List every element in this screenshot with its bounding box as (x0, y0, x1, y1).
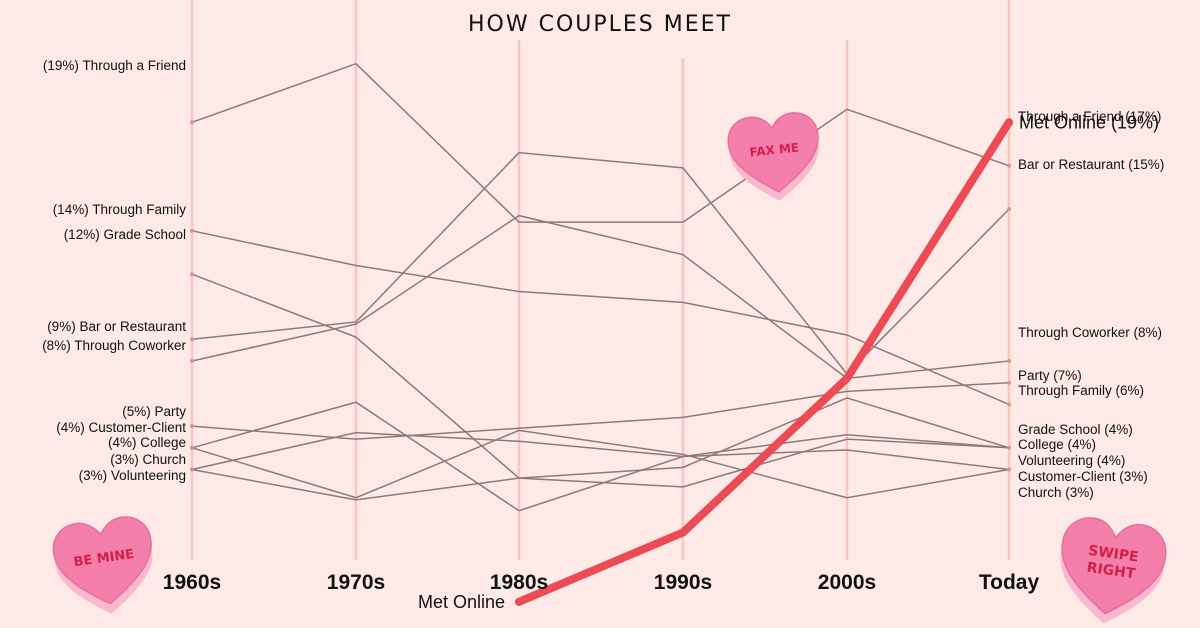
point-met-online-1 (679, 528, 687, 537)
met-online-series (515, 118, 1013, 606)
series-line-grade-school (191, 273, 1010, 488)
heart-text: SWIPERIGHT (1085, 543, 1140, 583)
series-line-through-a-friend (191, 62, 1010, 223)
start-label-volunteering: (3%) Volunteering (79, 468, 186, 483)
be-mine-heart-icon: BE MINE (52, 516, 153, 614)
point-met-online-2 (843, 374, 851, 383)
point-church-5 (1007, 467, 1011, 472)
point-volunteering-0 (190, 467, 194, 472)
x-tick-1990s: 1990s (654, 571, 712, 594)
start-label-customer-client: (4%) Customer-Client (56, 420, 186, 435)
series-line-party (191, 381, 1010, 440)
point-through-a-friend-0 (190, 120, 194, 125)
point-volunteering-5 (1007, 445, 1011, 450)
start-label-college: (4%) College (108, 435, 186, 450)
series-lines (190, 62, 1011, 512)
end-label-customer-client: Customer-Client (3%) (1018, 469, 1148, 484)
end-label-volunteering: Volunteering (4%) (1018, 453, 1125, 468)
point-college-0 (190, 445, 194, 450)
x-tick-2000s: 2000s (818, 571, 876, 594)
series-line-through-coworker (191, 214, 1010, 380)
start-label-grade-school: (12%) Grade School (64, 227, 186, 242)
series-line-customer-client (191, 429, 1010, 499)
x-tick-today: Today (979, 571, 1040, 594)
start-label-party: (5%) Party (122, 404, 186, 419)
series-line-bar-or-restaurant (191, 151, 1010, 376)
point-through-coworker-5 (1007, 359, 1011, 363)
point-party-0 (190, 424, 194, 429)
gridlines (190, 0, 1011, 560)
x-tick-1980s: 1980s (490, 571, 548, 594)
swipe-right-heart-icon: SWIPERIGHT (1060, 517, 1167, 624)
series-line-college (191, 401, 1010, 512)
point-met-online-0 (515, 597, 523, 606)
heart-text: FAX ME (749, 140, 800, 159)
end-label-met-online: Met Online (19%) (1019, 112, 1159, 132)
series-line-church (191, 431, 1010, 471)
end-label-through-family: Through Family (6%) (1018, 383, 1144, 398)
start-label-through-coworker: (8%) Through Coworker (42, 338, 186, 353)
point-bar-or-restaurant-0 (190, 337, 194, 342)
point-through-coworker-0 (190, 359, 194, 363)
x-tick-1960s: 1960s (163, 571, 221, 594)
x-tick-1970s: 1970s (327, 571, 385, 594)
chart-title: HOW COUPLES MEET (468, 12, 732, 37)
series-line-volunteering (191, 397, 1010, 501)
point-party-5 (1007, 380, 1011, 385)
end-label-church: Church (3%) (1018, 485, 1094, 500)
end-label-college: College (4%) (1018, 437, 1096, 452)
end-label-through-a-friend: Through a Friend (17%) (1018, 109, 1161, 124)
start-label-through-a-friend: (19%) Through a Friend (43, 58, 186, 73)
point-through-a-friend-5 (1007, 163, 1011, 168)
start-label-met-online: Met Online (418, 592, 505, 612)
series-line-met-online (515, 118, 1013, 606)
start-label-through-family: (14%) Through Family (53, 202, 187, 217)
start-label-church: (3%) Church (110, 452, 186, 467)
fax-me-heart-icon: FAX ME (727, 112, 819, 201)
point-bar-or-restaurant-5 (1007, 207, 1011, 212)
point-through-family-0 (190, 228, 194, 233)
x-axis-ticks: 1960s 1970s 1980s 1990s 2000s Today (163, 571, 1040, 594)
point-met-online-3 (1005, 118, 1013, 127)
end-label-through-coworker: Through Coworker (8%) (1018, 325, 1162, 340)
point-grade-school-0 (190, 272, 194, 277)
end-label-bar-or-restaurant: Bar or Restaurant (15%) (1018, 157, 1164, 172)
series-labels: (19%) Through a Friend Through a Friend (… (42, 58, 1164, 612)
point-through-family-5 (1007, 402, 1011, 407)
start-label-bar-or-restaurant: (9%) Bar or Restaurant (47, 319, 186, 334)
end-label-party: Party (7%) (1018, 368, 1082, 383)
end-label-grade-school: Grade School (4%) (1018, 422, 1133, 437)
